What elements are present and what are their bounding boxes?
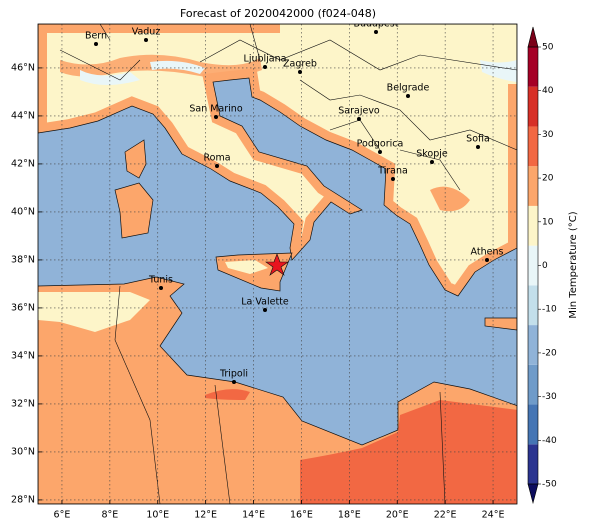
city-label: La Valette bbox=[241, 297, 289, 308]
city-dot bbox=[406, 94, 410, 98]
corsica bbox=[124, 139, 147, 179]
colorbar: -50 -40 -30 -20 -10 0 10 20 30 40 50 bbox=[527, 26, 557, 505]
colorbar-tick-label: -50 bbox=[542, 480, 557, 490]
x-tick-label: 24°E bbox=[482, 510, 505, 521]
city-dot bbox=[298, 70, 302, 74]
x-tick-label: 16°E bbox=[290, 510, 313, 521]
city-dot bbox=[378, 150, 382, 154]
city-dot bbox=[94, 42, 98, 46]
colorbar-bin bbox=[528, 205, 538, 246]
colorbar-tick-label: -30 bbox=[542, 392, 557, 402]
sardinia bbox=[114, 182, 154, 239]
city-label: Tunis bbox=[148, 275, 173, 286]
colorbar-bin bbox=[528, 325, 538, 365]
y-tick-label: 34°N bbox=[11, 350, 35, 361]
axes: 6°E 8°E 10°E 12°E 14°E 16°E 18°E 20°E 22°E 24°E 28… bbox=[11, 62, 504, 520]
city-dot bbox=[485, 258, 489, 262]
city-label: Skopje bbox=[416, 149, 448, 160]
city-label: Budapest bbox=[354, 19, 399, 30]
y-tick-label: 40°N bbox=[11, 206, 35, 217]
colorbar-extend-low bbox=[527, 483, 539, 505]
colorbar-tick-label: 40 bbox=[542, 86, 554, 96]
city-label: Podgorica bbox=[357, 139, 404, 150]
city-label: Roma bbox=[203, 153, 230, 164]
city-dot bbox=[215, 164, 219, 168]
x-tick-label: 12°E bbox=[194, 510, 217, 521]
y-tick-label: 42°N bbox=[11, 158, 35, 169]
city-label: Belgrade bbox=[387, 83, 430, 94]
y-tick-label: 32°N bbox=[11, 398, 35, 409]
x-tick-label: 14°E bbox=[242, 510, 265, 521]
city-label: Athens bbox=[471, 247, 504, 258]
city-dot bbox=[476, 145, 480, 149]
colorbar-tick-label: -10 bbox=[542, 305, 557, 315]
city-label: Tripoli bbox=[219, 369, 248, 380]
colorbar-bin bbox=[528, 285, 538, 326]
colorbar-bin bbox=[528, 86, 538, 127]
x-tick-label: 20°E bbox=[386, 510, 409, 521]
x-tick-label: 8°E bbox=[101, 510, 118, 521]
plot-frame bbox=[37, 23, 518, 505]
marker-star bbox=[265, 253, 289, 276]
city-label: Bern bbox=[85, 31, 107, 42]
city-dot bbox=[144, 38, 148, 42]
graticule bbox=[38, 24, 517, 504]
city-dot bbox=[232, 380, 236, 384]
x-tick-label: 6°E bbox=[54, 510, 71, 521]
y-tick-label: 30°N bbox=[11, 446, 35, 457]
city-label: San Marino bbox=[189, 104, 242, 115]
city-label: Ljubljana bbox=[244, 54, 287, 65]
city-label: Vaduz bbox=[132, 27, 161, 38]
colorbar-bin bbox=[528, 404, 538, 445]
colorbar-tick-label: -20 bbox=[542, 348, 557, 358]
x-tick-label: 22°E bbox=[434, 510, 457, 521]
colorbar-tick-label: 10 bbox=[542, 217, 554, 227]
colorbar-bin bbox=[528, 364, 538, 405]
city-dot bbox=[374, 30, 378, 34]
city-dot bbox=[159, 286, 163, 290]
colorbar-bin bbox=[528, 444, 538, 484]
colorbar-tick-label: 30 bbox=[542, 130, 554, 140]
city-label: Sofia bbox=[466, 134, 490, 145]
y-tick-label: 38°N bbox=[11, 254, 35, 265]
city-label: Sarajevo bbox=[338, 106, 380, 117]
colorbar-tick-label: 50 bbox=[542, 43, 554, 53]
colorbar-bin bbox=[528, 245, 538, 286]
x-tick-label: 18°E bbox=[338, 510, 361, 521]
title: Forecast of 2020042000 (f024-048) bbox=[180, 7, 376, 20]
x-tick-label: 10°E bbox=[146, 510, 169, 521]
city-label: Zagreb bbox=[283, 59, 317, 70]
colorbar-tick-label: -40 bbox=[542, 436, 557, 446]
colorbar-bin bbox=[528, 126, 538, 167]
colorbar-extend-high bbox=[527, 26, 539, 48]
colorbar-bin bbox=[528, 166, 538, 206]
city-dot bbox=[391, 177, 395, 181]
city-dot bbox=[430, 160, 434, 164]
y-tick-label: 36°N bbox=[11, 302, 35, 313]
colorbar-bin bbox=[528, 47, 538, 87]
city-dot bbox=[214, 115, 218, 119]
y-tick-label: 28°N bbox=[11, 494, 35, 505]
city-dot bbox=[263, 308, 267, 312]
city-label: Tirana bbox=[377, 166, 408, 177]
colorbar-tick-label: 0 bbox=[542, 261, 548, 271]
y-tick-label: 46°N bbox=[11, 62, 35, 73]
colorbar-tick-label: 20 bbox=[542, 174, 554, 184]
city-dot bbox=[357, 117, 361, 121]
city-dot bbox=[263, 65, 267, 69]
y-tick-label: 44°N bbox=[11, 110, 35, 121]
colorbar-label: Min Temperature (°C) bbox=[568, 211, 579, 318]
